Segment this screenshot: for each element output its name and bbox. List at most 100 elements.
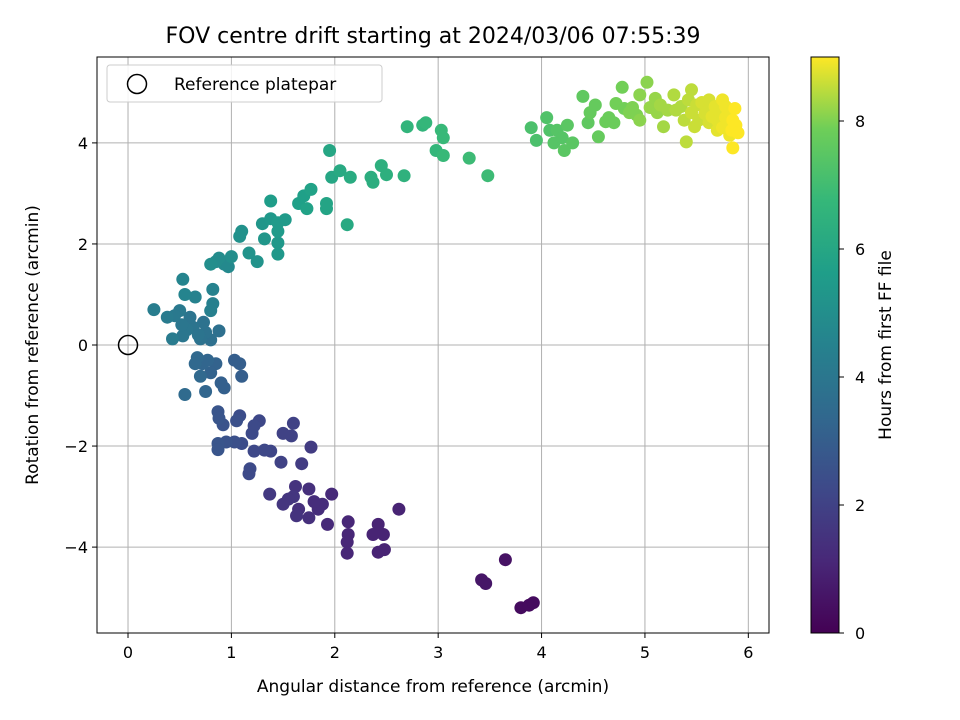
data-point <box>481 169 495 183</box>
grid <box>97 57 769 633</box>
data-point <box>479 577 493 590</box>
data-point <box>576 89 590 103</box>
data-point <box>320 197 333 210</box>
data-point <box>341 515 355 529</box>
data-point <box>199 385 213 398</box>
y-axis-label: Rotation from reference (arcmin) <box>23 205 43 485</box>
data-point <box>176 272 190 286</box>
data-point <box>175 318 189 332</box>
x-axis-label: Angular distance from reference (arcmin) <box>257 677 609 697</box>
data-point <box>206 282 220 296</box>
data-point <box>462 151 476 165</box>
data-point <box>555 131 569 145</box>
data-point <box>679 135 693 149</box>
data-point <box>640 75 654 89</box>
data-point <box>197 315 210 329</box>
colorbar: 0 2 4 6 8 Hours from first FF file <box>810 56 896 643</box>
data-point <box>726 141 740 155</box>
y-tick-label: 0 <box>78 336 88 355</box>
legend-marker <box>126 73 148 95</box>
data-point <box>204 304 218 318</box>
data-point <box>289 480 302 493</box>
data-point <box>321 517 334 531</box>
chart-title: FOV centre drift starting at 2024/03/06 … <box>166 24 701 49</box>
colorbar-tick-label: 2 <box>855 496 865 515</box>
data-point <box>566 136 580 150</box>
data-point <box>419 116 433 130</box>
data-point <box>178 388 192 401</box>
data-point <box>397 169 411 183</box>
x-tick-label: 3 <box>433 643 443 662</box>
data-point <box>366 175 380 189</box>
x-tick-label: 1 <box>226 643 236 662</box>
data-point <box>436 131 450 145</box>
data-point <box>731 126 745 140</box>
reference-platepar-marker <box>117 334 139 356</box>
colorbar-frame <box>810 56 840 634</box>
data-point <box>340 535 354 549</box>
data-point <box>560 118 574 132</box>
data-point <box>258 232 271 246</box>
data-point <box>371 545 385 559</box>
data-point <box>183 310 197 324</box>
y-axis-ticks: −4 −2 0 2 4 <box>64 134 97 557</box>
reference-marker-group <box>117 334 139 356</box>
data-point <box>295 457 309 471</box>
data-point <box>271 247 285 261</box>
data-point <box>211 443 225 457</box>
data-point <box>224 250 238 264</box>
data-point <box>633 113 647 127</box>
data-point <box>166 332 179 346</box>
colorbar-ticks: 0 2 4 6 8 <box>839 112 865 643</box>
data-point <box>250 255 264 269</box>
data-point <box>591 130 605 144</box>
data-point <box>557 144 571 157</box>
x-tick-label: 2 <box>330 643 340 662</box>
data-point <box>685 83 698 97</box>
data-point <box>230 414 244 428</box>
data-point <box>376 528 390 541</box>
data-point <box>667 88 681 102</box>
data-point <box>304 440 318 454</box>
data-points <box>147 75 745 615</box>
data-point <box>212 324 226 338</box>
legend-box <box>106 64 383 103</box>
data-point <box>188 290 202 304</box>
data-point <box>371 517 385 531</box>
x-tick-label: 4 <box>536 643 546 662</box>
data-point <box>529 133 543 147</box>
colorbar-tick-label: 4 <box>855 368 865 387</box>
data-point <box>278 213 292 227</box>
data-point <box>258 443 271 457</box>
data-point <box>204 366 218 380</box>
data-point <box>524 121 538 135</box>
data-point <box>247 419 261 433</box>
data-point <box>286 416 300 430</box>
data-point <box>366 528 380 541</box>
y-tick-label: −4 <box>64 538 88 557</box>
data-point <box>588 98 602 112</box>
data-point <box>325 487 339 501</box>
data-point <box>176 329 190 343</box>
data-point <box>380 168 393 182</box>
data-point <box>615 80 629 94</box>
data-point <box>214 376 228 390</box>
colorbar-label: Hours from first FF file <box>876 250 896 440</box>
data-point <box>304 182 318 196</box>
data-point <box>392 502 406 516</box>
data-point <box>160 310 174 324</box>
y-tick-label: −2 <box>64 437 88 456</box>
data-point <box>498 553 512 567</box>
data-point <box>235 369 249 383</box>
y-tick-label: 2 <box>78 235 88 254</box>
x-tick-label: 0 <box>123 643 133 662</box>
y-tick-label: 4 <box>78 134 88 153</box>
data-point <box>242 246 256 260</box>
data-point <box>436 149 450 162</box>
data-point <box>343 170 357 184</box>
x-tick-label: 6 <box>743 643 753 662</box>
data-point <box>276 426 290 440</box>
legend: Reference platepar <box>106 64 383 103</box>
data-point <box>274 455 288 469</box>
